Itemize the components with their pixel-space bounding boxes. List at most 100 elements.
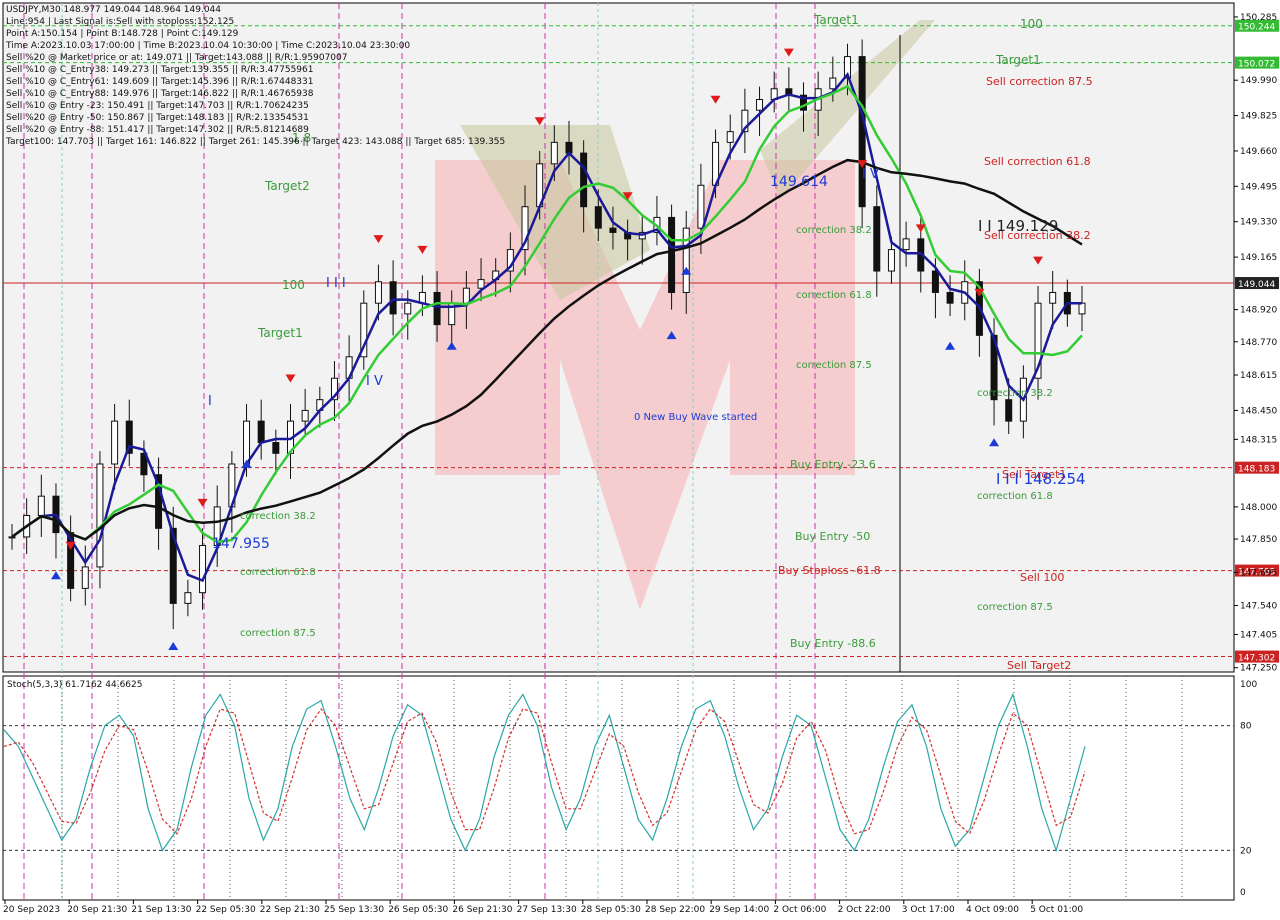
watermark-logo <box>760 20 935 200</box>
candle-body <box>829 77 837 90</box>
candle-body <box>800 94 808 111</box>
info-line: Sell %10 @ C_Entry38: 149.273 || Target:… <box>6 65 314 75</box>
candle-body <box>843 56 851 79</box>
chart-annotation: 1.8 <box>292 131 311 145</box>
x-tick-label: 25 Sep 13:30 <box>324 905 384 915</box>
x-tick-label: 21 Sep 13:30 <box>131 905 191 915</box>
chart-annotation: correction 61.8 <box>977 491 1053 502</box>
chart-annotation: correction 61.8 <box>796 290 872 301</box>
y-tick-label: 149.330 <box>1240 218 1277 228</box>
x-tick-label: 2 Oct 22:00 <box>838 905 891 915</box>
y-tick-label: 148.000 <box>1240 503 1277 513</box>
candle-body <box>521 206 529 251</box>
sell-arrow-icon <box>417 245 428 254</box>
x-tick-label: 28 Sep 05:30 <box>581 905 641 915</box>
buy-arrow-icon <box>989 438 1000 447</box>
x-tick-label: 20 Sep 2023 <box>3 905 60 915</box>
slow-ma-line <box>11 158 1083 541</box>
buy-arrow-icon <box>446 341 457 350</box>
info-line: Sell %10 @ Entry -23: 150.491 || Target:… <box>6 101 309 111</box>
chart-annotation: Target1 <box>813 13 859 27</box>
candle-body <box>169 527 177 604</box>
x-tick-label: 20 Sep 21:30 <box>67 905 127 915</box>
sell-arrow-icon <box>710 95 721 104</box>
candle-body <box>8 536 16 539</box>
symbol-line: USDJPY,M30 148.977 149.044 148.964 149.0… <box>6 5 222 15</box>
info-line: Sell %20 @ Entry -88: 151.417 || Target:… <box>6 125 309 135</box>
candle-body <box>81 566 89 589</box>
sell-arrow-icon <box>622 192 633 201</box>
price-tag <box>1235 564 1279 577</box>
candle-body <box>37 495 45 516</box>
buy-arrow-icon <box>945 341 956 350</box>
stoch-signal-line <box>3 708 1086 835</box>
oscillator-tick-label: 0 <box>1240 888 1246 898</box>
sell-arrow-icon <box>783 48 794 57</box>
candle-body <box>726 131 734 143</box>
y-tick-label: 147.405 <box>1240 630 1277 640</box>
candle-body <box>257 420 265 444</box>
candle-body <box>609 227 617 233</box>
info-line: Sell %20 @ Market price or at: 149.071 |… <box>6 53 348 63</box>
info-line: Line:954 | Last Signal is:Sell with stop… <box>6 17 235 27</box>
candle-body <box>404 302 412 315</box>
chart-annotation: correction 61.8 <box>240 567 316 578</box>
candle-body <box>756 98 764 111</box>
x-tick-label: 5 Oct 01:00 <box>1030 905 1083 915</box>
chart-annotation: I I I 148.254 <box>996 470 1086 488</box>
stoch-main-line <box>3 692 1086 853</box>
x-tick-label: 28 Sep 22:00 <box>645 905 705 915</box>
candle-body <box>697 184 705 229</box>
x-tick-label: 29 Sep 14:00 <box>709 905 769 915</box>
y-tick-label: 149.495 <box>1240 182 1277 192</box>
candle-body <box>1005 399 1013 422</box>
chart-annotation: 147.955 <box>212 536 270 552</box>
chart-annotation: Buy Entry -50 <box>795 530 870 543</box>
candle-body <box>741 109 749 133</box>
buy-arrow-icon <box>168 641 179 650</box>
candle-body <box>96 463 104 568</box>
y-tick-label: 148.315 <box>1240 435 1277 445</box>
chart-annotation: I V <box>366 374 383 389</box>
candle-body <box>580 152 588 208</box>
price-tag <box>1235 650 1279 663</box>
candle-body <box>199 544 207 594</box>
watermark-logo <box>460 125 650 300</box>
price-tag-label: 147.703 <box>1238 568 1275 578</box>
chart-annotation: 100 <box>282 278 305 292</box>
oscillator-tick-label: 100 <box>1240 680 1257 690</box>
oscillator-tick-label: 20 <box>1240 846 1252 856</box>
chart-annotation: correction 38.2 <box>240 511 316 522</box>
price-tag-label: 150.244 <box>1238 23 1275 33</box>
candle-body <box>301 409 309 422</box>
candle-body <box>433 291 441 326</box>
y-tick-label: 149.825 <box>1240 112 1277 122</box>
candle-body <box>668 216 676 293</box>
info-line: Point A:150.154 | Point B:148.728 | Poin… <box>6 29 239 39</box>
x-tick-label: 27 Sep 13:30 <box>517 905 577 915</box>
sell-arrow-icon <box>534 117 545 126</box>
mid-ma-line <box>11 84 1083 544</box>
candle-body <box>140 452 148 476</box>
candle-body <box>931 270 939 293</box>
candle-body <box>990 334 998 401</box>
y-tick-label: 149.165 <box>1240 253 1277 263</box>
chart-annotation: correction 38.2 <box>796 225 872 236</box>
sell-arrow-icon <box>1033 256 1044 265</box>
oscillator-pane <box>2 675 1235 901</box>
candle-body <box>374 281 382 304</box>
chart-annotation: correction 87.5 <box>977 602 1053 613</box>
chart-annotation: Buy Entry -23.6 <box>790 458 876 471</box>
y-tick-label: 147.695 <box>1240 568 1277 578</box>
chart-annotation: Buy Entry -88.6 <box>790 637 876 650</box>
y-tick-label: 148.450 <box>1240 406 1277 416</box>
sell-arrow-icon <box>915 224 926 233</box>
candle-body <box>550 141 558 165</box>
x-tick-label: 22 Sep 21:30 <box>260 905 320 915</box>
info-line: Sell %10 @ C_Entry61: 149.609 || Target:… <box>6 77 314 87</box>
chart-annotation: I <box>208 394 212 409</box>
candle-body <box>1034 302 1042 379</box>
buy-arrow-icon <box>241 459 252 468</box>
chart-annotation: I I 149.129 <box>978 217 1058 235</box>
